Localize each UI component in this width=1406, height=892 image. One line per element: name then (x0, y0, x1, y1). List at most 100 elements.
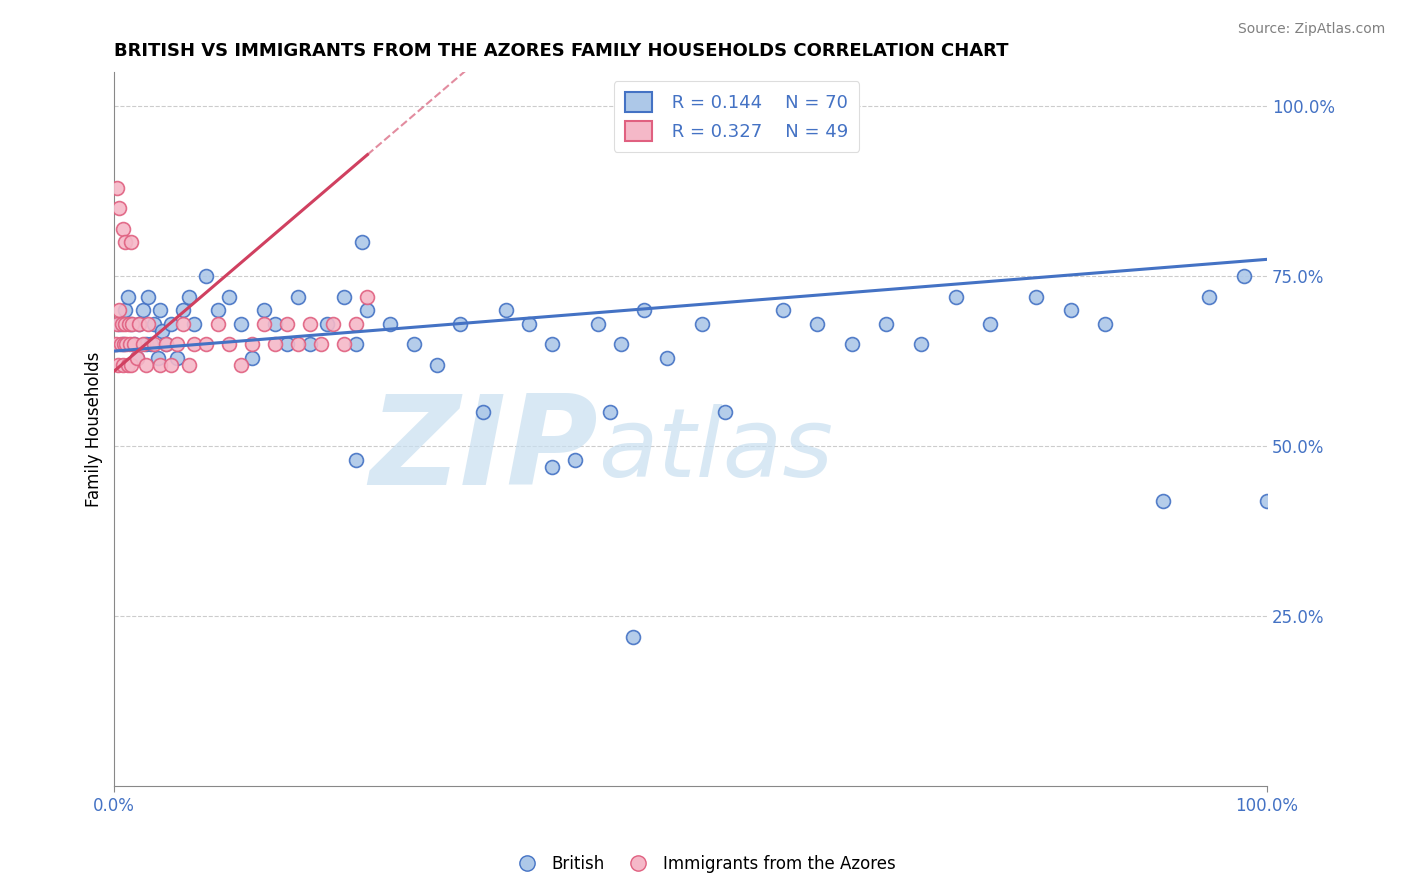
Point (264, 337, 287, 351)
Point (253, 303, 276, 318)
Point (160, 317, 183, 331)
Point (356, 290, 378, 304)
Point (240, 337, 263, 351)
Point (120, 358, 142, 372)
Point (149, 358, 172, 372)
Legend:  R = 0.144    N = 70,  R = 0.327    N = 49: R = 0.144 N = 70, R = 0.327 N = 49 (613, 81, 859, 152)
Point (135, 337, 157, 351)
Point (160, 358, 183, 372)
Point (316, 317, 339, 331)
Point (253, 317, 276, 331)
Point (875, 317, 897, 331)
Point (131, 303, 153, 318)
Point (495, 303, 517, 318)
Point (841, 337, 863, 351)
Point (311, 337, 333, 351)
Point (449, 317, 471, 331)
Point (105, 317, 128, 331)
Point (1152, 493, 1174, 508)
Point (124, 337, 146, 351)
Point (541, 459, 564, 474)
Point (541, 337, 564, 351)
Point (112, 337, 135, 351)
Point (471, 405, 494, 419)
Point (177, 290, 200, 304)
Point (356, 303, 378, 318)
Point (207, 317, 229, 331)
Point (1094, 317, 1116, 331)
Point (333, 290, 356, 304)
Point (229, 358, 252, 372)
Point (172, 317, 194, 331)
Point (183, 337, 205, 351)
Point (979, 317, 1001, 331)
Point (910, 337, 932, 351)
Point (121, 317, 143, 331)
Point (229, 317, 252, 331)
Point (240, 351, 263, 365)
Point (287, 290, 309, 304)
Point (172, 303, 194, 318)
Point (218, 337, 240, 351)
Point (194, 269, 217, 284)
Point (105, 181, 128, 195)
Text: BRITISH VS IMMIGRANTS FROM THE AZORES FAMILY HOUSEHOLDS CORRELATION CHART: BRITISH VS IMMIGRANTS FROM THE AZORES FA… (114, 42, 1008, 60)
Point (139, 337, 162, 351)
Point (114, 317, 136, 331)
Point (610, 337, 633, 351)
Legend: British, Immigrants from the Azores: British, Immigrants from the Azores (503, 848, 903, 880)
Point (111, 358, 134, 372)
Point (111, 221, 134, 235)
Point (564, 453, 586, 467)
Text: atlas: atlas (598, 404, 832, 497)
Point (276, 317, 298, 331)
Point (298, 317, 321, 331)
Point (118, 317, 141, 331)
Point (108, 202, 131, 216)
Point (120, 235, 142, 250)
Text: ZIP: ZIP (370, 390, 598, 511)
Point (402, 337, 425, 351)
Point (350, 235, 373, 250)
Point (1233, 269, 1256, 284)
Point (114, 303, 136, 318)
Point (114, 235, 136, 250)
Point (166, 351, 188, 365)
Point (287, 337, 309, 351)
Point (105, 337, 128, 351)
Point (945, 290, 967, 304)
Point (633, 303, 655, 318)
Point (690, 317, 713, 331)
Point (322, 317, 344, 331)
Point (150, 324, 173, 338)
Point (166, 337, 188, 351)
Text: Source: ZipAtlas.com: Source: ZipAtlas.com (1237, 22, 1385, 37)
Point (344, 317, 367, 331)
Point (599, 405, 621, 419)
Point (344, 337, 367, 351)
Point (146, 351, 169, 365)
Point (143, 317, 166, 331)
Point (657, 351, 679, 365)
Point (135, 358, 157, 372)
Point (177, 358, 200, 372)
Point (806, 317, 828, 331)
Point (426, 358, 449, 372)
Point (125, 351, 148, 365)
Point (111, 317, 134, 331)
Point (125, 351, 148, 365)
Point (183, 317, 205, 331)
Point (1198, 290, 1220, 304)
Point (772, 303, 794, 318)
Point (128, 317, 150, 331)
Point (136, 290, 159, 304)
Point (120, 317, 142, 331)
Point (107, 358, 129, 372)
Point (194, 337, 217, 351)
Point (111, 337, 134, 351)
Point (276, 337, 298, 351)
Point (155, 337, 177, 351)
Point (264, 317, 287, 331)
Point (124, 337, 146, 351)
Point (621, 630, 644, 644)
